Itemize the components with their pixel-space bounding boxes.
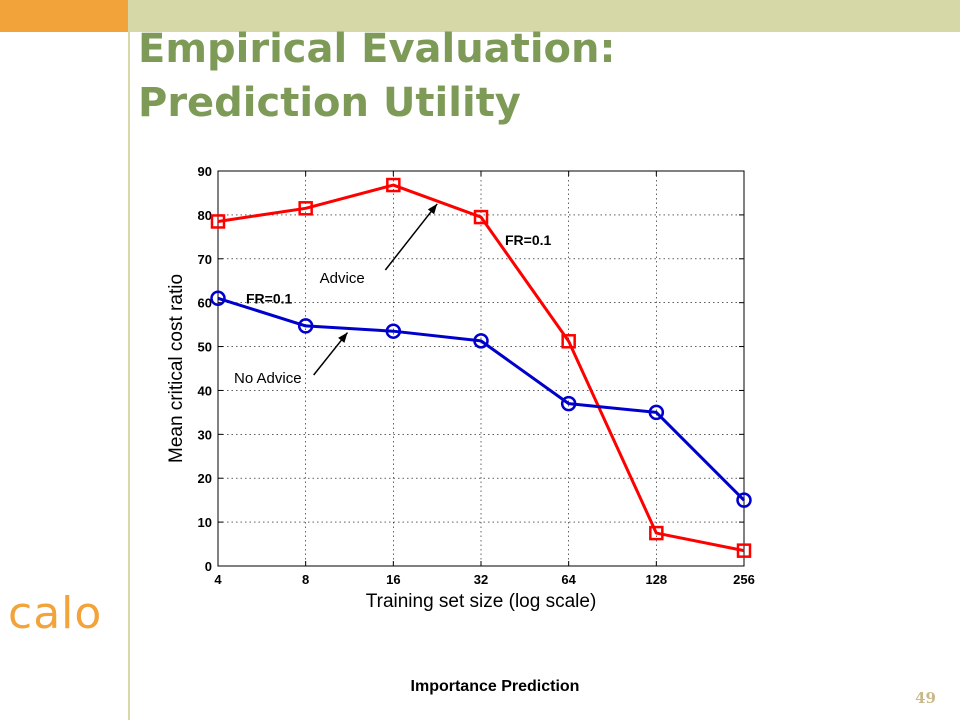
no-advice-point [648, 404, 665, 421]
slide-footer: Importance Prediction [410, 678, 580, 695]
advice-arrow [384, 203, 438, 271]
header-band [128, 0, 960, 32]
y-tick-label: 0 [205, 559, 212, 574]
advice-point [736, 543, 752, 558]
no-advice-point [560, 395, 577, 412]
series-layer [210, 177, 752, 558]
advice-point [649, 525, 664, 541]
slide-title-line2: Prediction Utility [138, 80, 521, 126]
calo-logo: calo [8, 588, 103, 639]
no-advice-point [297, 318, 314, 334]
advice-point [386, 177, 401, 193]
y-axis-label: Mean critical cost ratio [166, 274, 187, 463]
advice-point [473, 209, 489, 225]
x-axis-label: Training set size (log scale) [366, 591, 597, 612]
slide-title: Empirical Evaluation: Prediction Utility [138, 22, 938, 130]
y-tick-label: 80 [198, 208, 212, 223]
no-advice-point [736, 492, 752, 508]
x-tick-label: 32 [474, 572, 488, 587]
advice-point [298, 201, 313, 216]
no-advice-series-line [217, 296, 746, 502]
no-advice-arrowhead [338, 332, 348, 343]
y-tick-label: 30 [198, 427, 212, 442]
no-advice-point [210, 290, 226, 307]
advice-arrowhead [427, 203, 438, 215]
x-tick-label: 128 [645, 572, 667, 587]
advice-label: Advice [320, 270, 365, 287]
x-tick-label: 16 [386, 572, 400, 587]
y-tick-label: 70 [198, 252, 212, 267]
fr-advice-label: FR=0.1 [505, 232, 552, 248]
x-tick-label: 4 [214, 572, 222, 587]
annotations: Advice No Advice FR=0.1 FR=0.1 [234, 203, 552, 387]
y-tick-label: 40 [198, 383, 212, 398]
grid-lines [218, 171, 744, 566]
no-advice-point [473, 333, 489, 349]
header-orange-block [0, 0, 128, 32]
slide-title-line1: Empirical Evaluation: [138, 26, 616, 72]
y-tick-label: 10 [198, 515, 212, 530]
no-advice-label: No Advice [234, 370, 302, 387]
axis-ticks: 0 10 20 30 40 50 60 70 80 90 4 8 16 32 64 128 256 [198, 164, 755, 587]
left-rule [128, 32, 130, 720]
advice-point [210, 214, 226, 229]
y-tick-label: 60 [198, 296, 212, 311]
x-tick-label: 8 [302, 572, 309, 587]
advice-point [561, 334, 576, 349]
y-tick-label: 20 [198, 471, 212, 486]
x-tick-label: 256 [733, 572, 755, 587]
no-advice-point [385, 323, 402, 339]
page-number: 49 [915, 689, 936, 707]
y-tick-label: 90 [198, 164, 212, 179]
line-chart: 0 10 20 30 40 50 60 70 80 90 4 8 16 32 64 128 256 Advice… [166, 164, 755, 612]
fr-no-advice-label: FR=0.1 [246, 290, 293, 306]
advice-series-line [217, 183, 745, 553]
x-tick-label: 64 [561, 572, 576, 587]
y-tick-label: 50 [198, 340, 212, 355]
